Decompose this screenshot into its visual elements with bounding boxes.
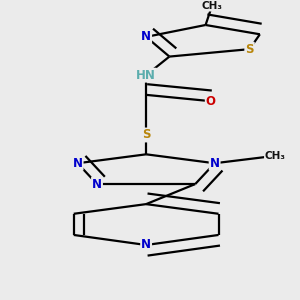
- Text: N: N: [73, 157, 82, 170]
- Text: N: N: [92, 178, 102, 190]
- Text: CH₃: CH₃: [202, 1, 223, 11]
- Text: O: O: [206, 95, 216, 108]
- Text: N: N: [210, 157, 220, 170]
- Text: CH₃: CH₃: [265, 151, 286, 161]
- Text: HN: HN: [136, 69, 156, 82]
- Text: N: N: [141, 30, 151, 44]
- Text: S: S: [245, 43, 254, 56]
- Text: S: S: [142, 128, 150, 142]
- Text: N: N: [141, 238, 151, 251]
